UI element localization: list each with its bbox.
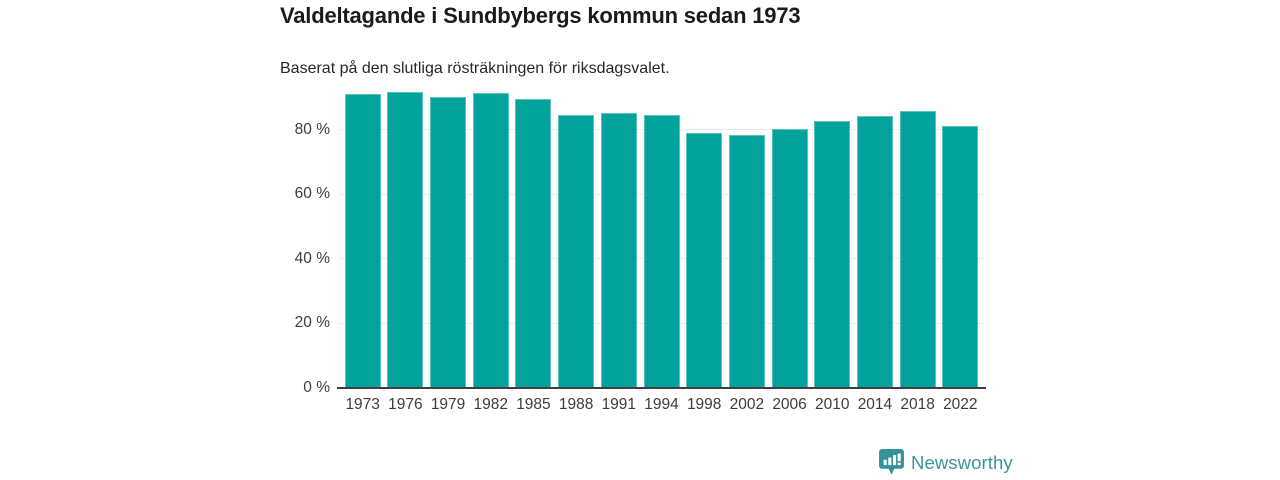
- x-tick-label: 1976: [388, 396, 423, 413]
- bar-1994: [643, 115, 680, 388]
- x-tick-label: 2018: [900, 396, 935, 413]
- x-tick-label: 1985: [516, 396, 551, 413]
- bar-1976: [387, 91, 424, 388]
- bar-1998: [686, 132, 723, 388]
- bar-1991: [600, 112, 637, 388]
- y-tick-label: 60 %: [294, 185, 330, 203]
- brand-name: Newsworthy: [911, 451, 1013, 473]
- x-tick-label: 2014: [857, 396, 893, 413]
- bar-2010: [814, 120, 851, 388]
- bar-1988: [558, 115, 595, 388]
- y-tick-label: 0 %: [303, 379, 330, 396]
- x-tick-label: 2010: [815, 396, 850, 413]
- bar-2006: [771, 128, 808, 388]
- bar-2014: [856, 116, 893, 388]
- x-axis-labels: 1973 1976 1979 1982 1985 1988 1991 1994 1998 2002…: [338, 395, 985, 415]
- bars: [338, 78, 985, 388]
- bar-1979: [430, 96, 467, 388]
- bar-1985: [515, 98, 552, 388]
- y-tick-label: 20 %: [294, 314, 330, 332]
- x-tick-label: 1998: [686, 396, 722, 413]
- chart-subtitle: Baserat på den slutliga rösträkningen fö…: [280, 60, 670, 77]
- newsworthy-logo-icon: [879, 449, 904, 475]
- x-tick-label: 1982: [473, 396, 508, 413]
- bar-2002: [728, 134, 765, 388]
- y-tick-label: 80 %: [294, 120, 330, 138]
- x-tick-label: 2006: [772, 396, 807, 413]
- plot-area: [338, 78, 985, 388]
- brand-footer: Newsworthy: [879, 449, 1013, 476]
- x-tick-label: 1988: [558, 396, 594, 413]
- bar-1982: [472, 92, 509, 388]
- x-tick-label: 1979: [430, 396, 466, 413]
- x-tick-label: 1994: [644, 396, 679, 413]
- bar-2018: [899, 111, 936, 388]
- x-tick-label: 1991: [601, 396, 637, 413]
- x-tick-label: 2022: [943, 396, 978, 413]
- y-tick-label: 40 %: [294, 249, 330, 267]
- x-tick-label: 1973: [345, 396, 380, 413]
- x-axis-line: [337, 387, 986, 389]
- bar-1973: [344, 94, 381, 388]
- bar-2022: [942, 125, 979, 388]
- chart-title: Valdeltagande i Sundbybergs kommun sedan…: [280, 3, 801, 28]
- x-tick-label: 2002: [729, 396, 765, 413]
